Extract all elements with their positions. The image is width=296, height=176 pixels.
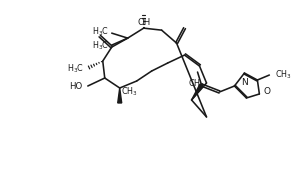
Text: H$_3$C: H$_3$C <box>92 40 109 52</box>
Text: CH$_3$: CH$_3$ <box>275 69 292 81</box>
Text: O: O <box>263 87 270 96</box>
Text: H$_3$C: H$_3$C <box>67 63 84 75</box>
Text: OH: OH <box>137 18 150 27</box>
Text: HO: HO <box>70 81 83 90</box>
Text: CH$_3$: CH$_3$ <box>188 77 205 90</box>
Polygon shape <box>118 88 122 103</box>
Text: N: N <box>241 78 248 87</box>
Text: CH$_3$: CH$_3$ <box>121 86 138 98</box>
Polygon shape <box>192 84 203 100</box>
Text: H$_3$C: H$_3$C <box>92 26 109 38</box>
